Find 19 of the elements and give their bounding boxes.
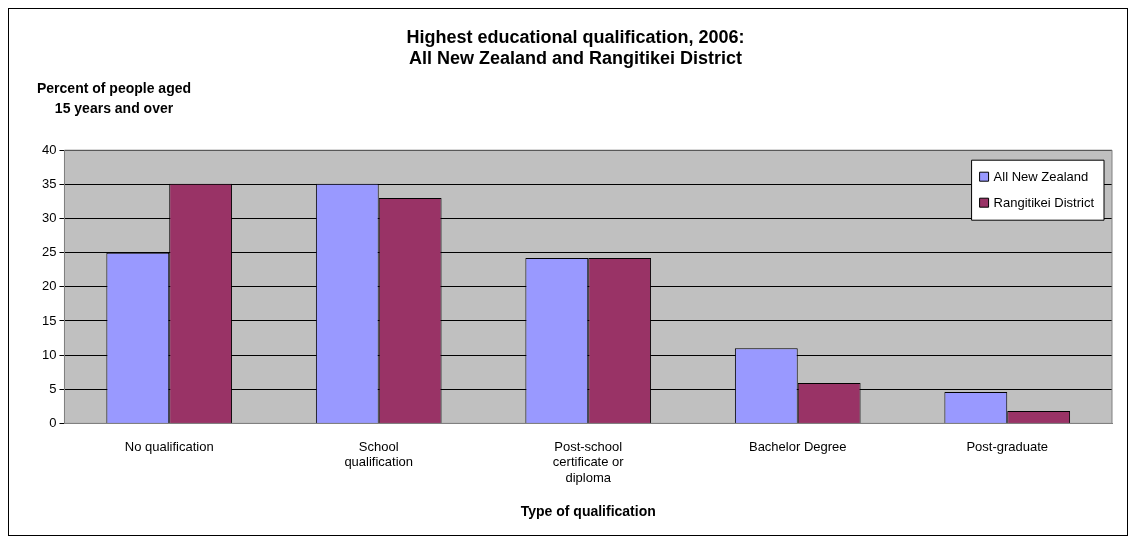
x-tick-label: Post-school certificate or diploma bbox=[552, 438, 625, 485]
legend-label: All New Zealand bbox=[993, 168, 1089, 184]
x-tick-label: No qualification bbox=[124, 438, 214, 454]
x-tick-label: School qualification bbox=[344, 438, 414, 470]
y-tick-label: 15 bbox=[41, 312, 57, 328]
chart-title: Highest educational qualification, 2006: All New Zealand and Rangitikei District bbox=[406, 26, 745, 69]
y-tick-label: 10 bbox=[41, 346, 57, 362]
x-axis-title: Type of qualification bbox=[520, 503, 656, 520]
y-tick-label: 20 bbox=[41, 278, 57, 294]
y-tick-label: 25 bbox=[41, 244, 57, 260]
x-tick-label: Post-graduate bbox=[966, 438, 1049, 454]
legend-label: Rangitikei District bbox=[993, 194, 1095, 210]
y-axis-title: Percent of people aged 15 years and over bbox=[36, 80, 192, 116]
x-tick-label: Bachelor Degree bbox=[748, 438, 847, 454]
y-tick-label: 0 bbox=[49, 414, 57, 430]
y-tick-label: 5 bbox=[49, 380, 57, 396]
y-tick-label: 40 bbox=[41, 141, 57, 157]
y-tick-label: 30 bbox=[41, 210, 57, 226]
y-tick-label: 35 bbox=[41, 175, 57, 191]
